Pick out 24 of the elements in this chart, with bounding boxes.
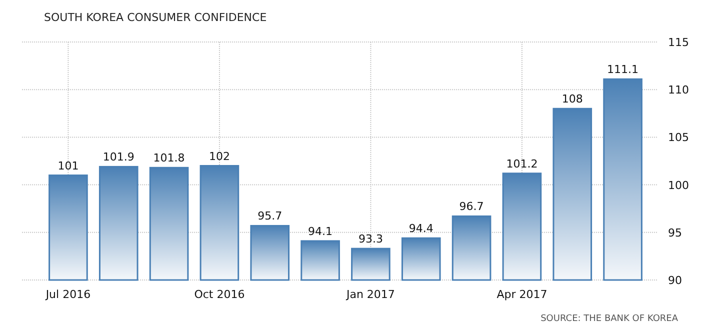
- x-tick-label: Jan 2017: [345, 288, 395, 301]
- source-note: SOURCE: THE BANK OF KOREA: [540, 314, 679, 324]
- chart-title: SOUTH KOREA CONSUMER CONFIDENCE: [44, 11, 267, 24]
- data-label: 101.9: [102, 150, 134, 164]
- data-label: 93.3: [358, 232, 383, 246]
- data-label: 102: [208, 150, 230, 163]
- data-label: 108: [562, 92, 583, 106]
- data-label: 101.2: [506, 157, 538, 170]
- x-tick-label: Apr 2017: [496, 288, 548, 301]
- data-label: 96.7: [459, 200, 484, 214]
- data-label: 94.1: [308, 224, 333, 238]
- y-tick-label: 95: [668, 226, 682, 240]
- y-tick-label: 115: [668, 36, 689, 49]
- y-tick-label: 105: [668, 131, 689, 144]
- data-label: 94.4: [408, 222, 434, 236]
- data-label: 101.8: [153, 152, 185, 165]
- y-tick-label: 100: [668, 178, 689, 192]
- y-tick-label: 90: [668, 274, 682, 287]
- x-tick-label: Oct 2016: [194, 288, 245, 301]
- x-tick-label: Jul 2016: [44, 288, 91, 301]
- y-tick-label: 110: [668, 84, 689, 97]
- data-label: 111.1: [607, 63, 639, 76]
- data-label: 95.7: [258, 210, 282, 223]
- data-label: 101: [58, 159, 79, 172]
